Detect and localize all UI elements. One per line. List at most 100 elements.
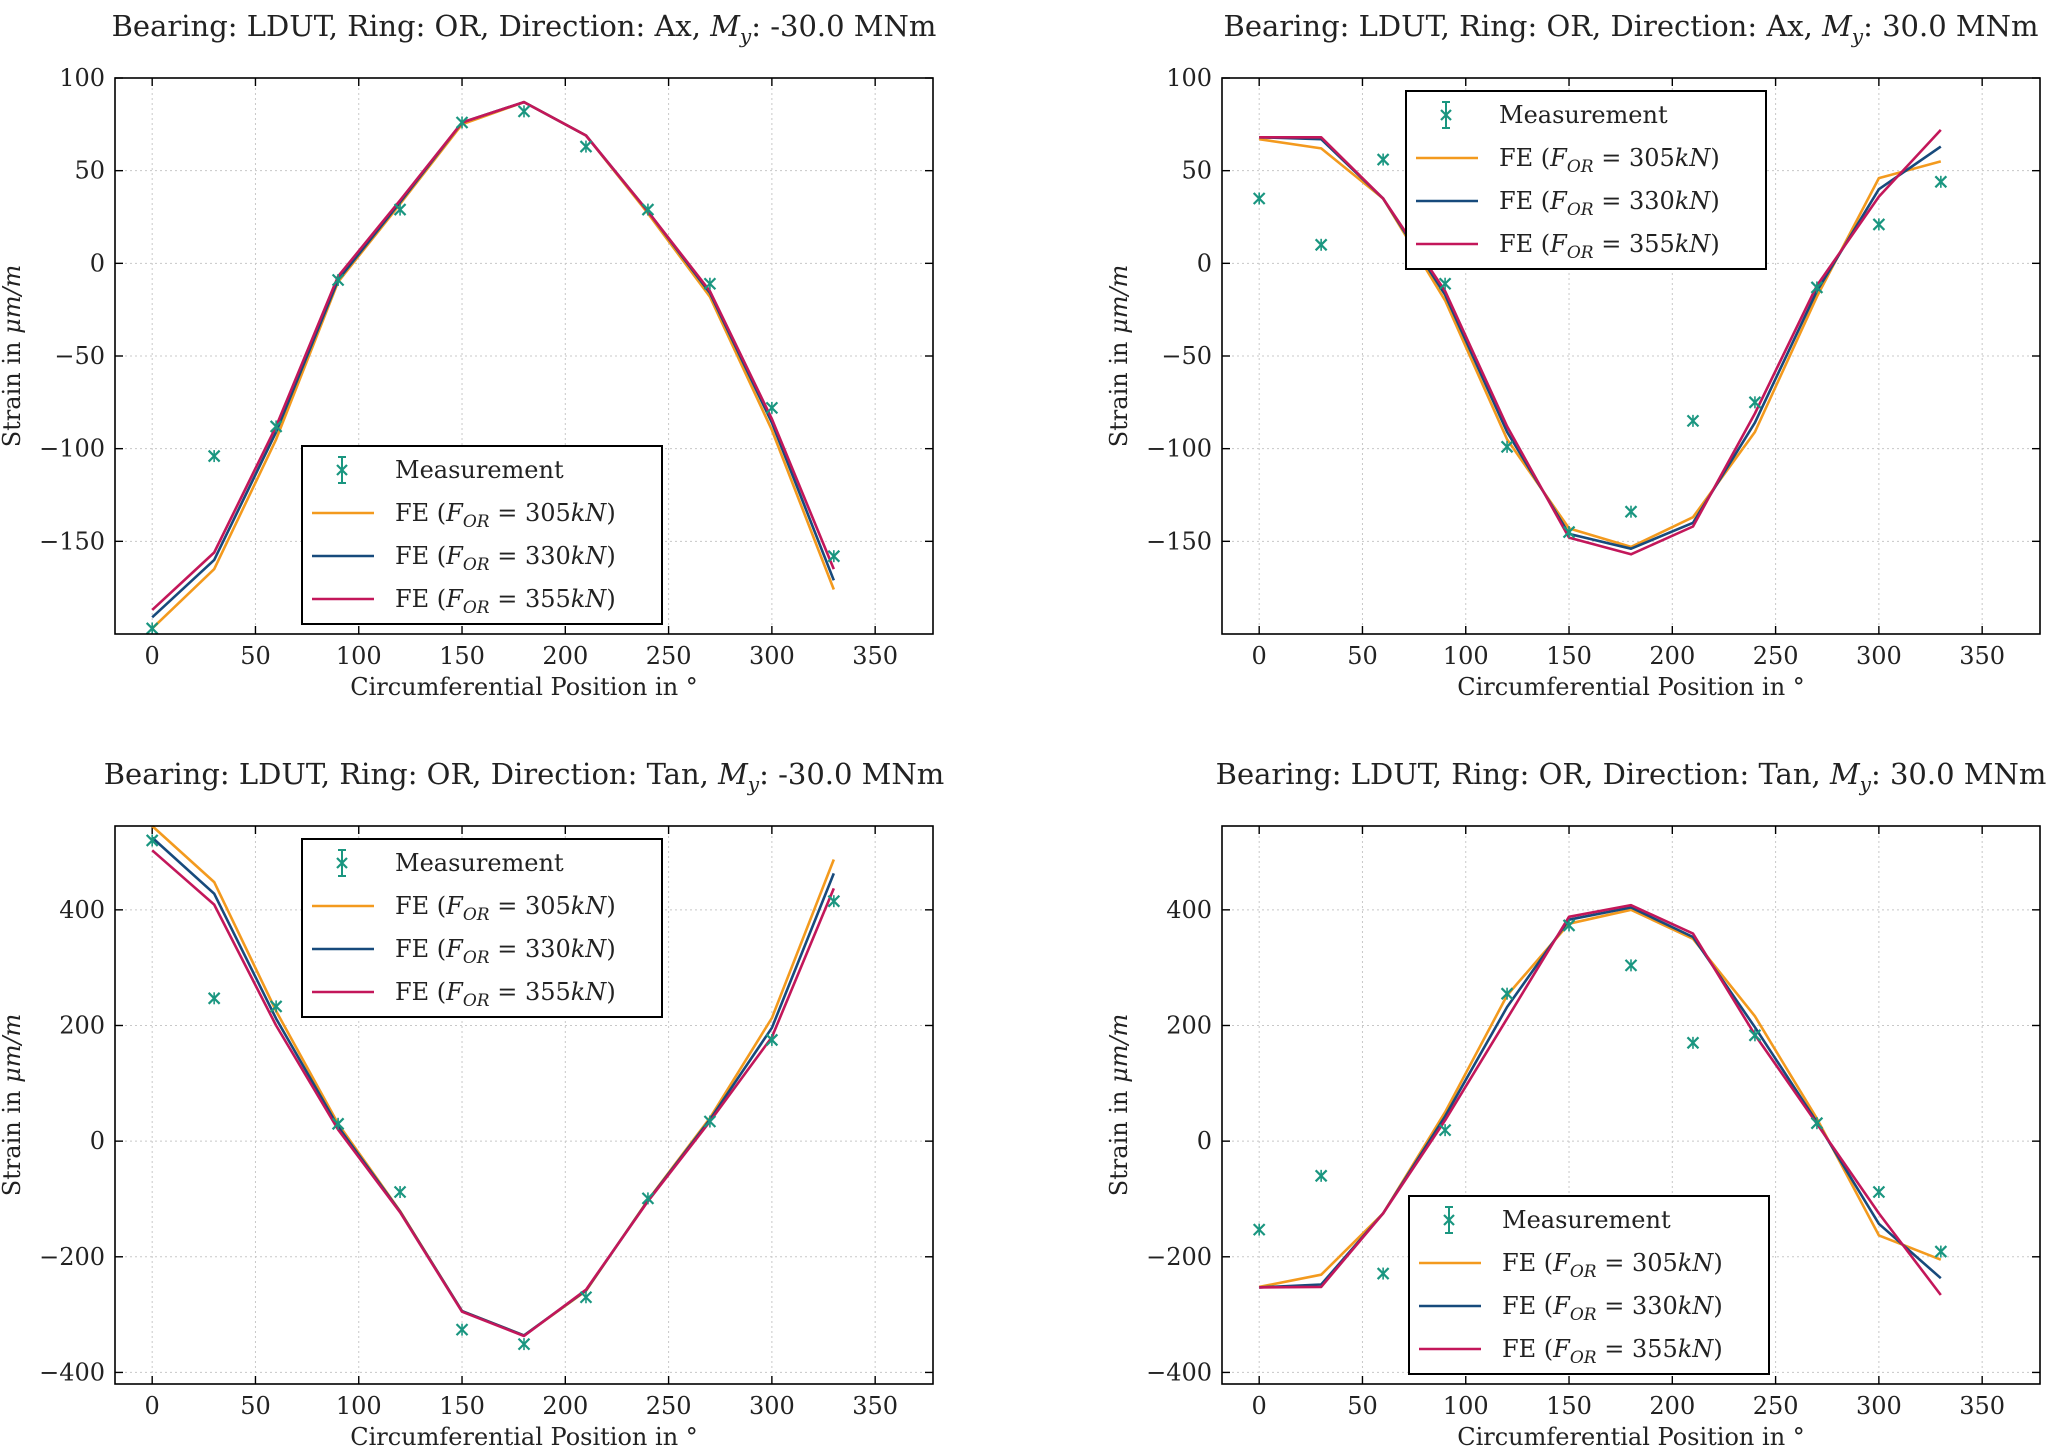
- y-tick-label: 0: [1197, 1127, 1212, 1155]
- x-tick-label: 0: [1252, 1392, 1267, 1420]
- series-line-fe-355: [1259, 129, 1942, 556]
- legend-label-fe-330: FE (FOR = 330kN): [395, 542, 616, 575]
- measurement-point: [641, 1192, 655, 1205]
- x-tick-label: 300: [1856, 1392, 1902, 1420]
- measurement-point: [1562, 525, 1576, 539]
- measurement-point: [1314, 1169, 1328, 1183]
- y-tick-label: 400: [59, 896, 105, 924]
- x-tick-label: 350: [852, 1392, 898, 1420]
- legend-label-fe-355: FE (FOR = 355kN): [395, 978, 616, 1011]
- measurement-point: [827, 894, 841, 908]
- x-tick-label: 250: [646, 642, 692, 670]
- y-tick-label: −200: [39, 1243, 105, 1271]
- measurement-point: [765, 401, 779, 415]
- legend-label-fe-305: FE (FOR = 305kN): [1502, 1249, 1723, 1282]
- x-tick-label: 150: [1546, 1392, 1592, 1420]
- legend-label-measurement: Measurement: [395, 456, 564, 484]
- measurement-point: [1500, 440, 1514, 454]
- chart-panel-2: 0 50 100 150 200 250 300 350 100 50 0 −50 −100 −150 Be…: [1105, 9, 2041, 701]
- chart-panel-3: 0 50 100 150 200 250 300 350 400 200 0 −200 −400 Bear…: [0, 757, 944, 1450]
- measurement-point: [1810, 1116, 1824, 1130]
- series-line-fe-355: [151, 100, 836, 611]
- plot-frame: [1221, 825, 2041, 1385]
- x-tick-label: 50: [240, 1392, 271, 1420]
- x-tick-label: 300: [749, 642, 795, 670]
- x-tick-label: 0: [1252, 642, 1267, 670]
- legend: Measurement FE (FOR = 305kN) FE (FOR = 330…: [301, 445, 663, 625]
- x-tick-label: 200: [1649, 1392, 1695, 1420]
- measurement-point: [1376, 1267, 1390, 1280]
- y-axis-label: Strain in μm/m: [0, 265, 26, 448]
- measurement-point: [1252, 1223, 1266, 1236]
- measurement-point: [1686, 414, 1700, 428]
- measurement-point: [393, 1185, 407, 1199]
- y-tick-label: −400: [1146, 1358, 1212, 1386]
- legend-label-measurement: Measurement: [1502, 1206, 1671, 1234]
- measurement-point: [827, 549, 841, 563]
- legend-label-fe-305: FE (FOR = 305kN): [395, 892, 616, 925]
- measurement-point: [455, 116, 469, 129]
- y-tick-label: 400: [1166, 896, 1212, 924]
- x-tick-label: 100: [1443, 642, 1489, 670]
- y-tick-label: −100: [39, 435, 105, 463]
- x-tick-label: 150: [1546, 642, 1592, 670]
- x-tick-label: 250: [646, 1392, 692, 1420]
- y-tick-label: 100: [59, 64, 105, 92]
- x-axis-label: Circumferential Position in °: [1457, 1423, 1805, 1450]
- x-tick-label: 150: [439, 1392, 485, 1420]
- y-tick-label: −150: [39, 527, 105, 555]
- plot-frame: [114, 825, 934, 1385]
- x-tick-label: 200: [542, 1392, 588, 1420]
- measurement-point: [269, 1000, 283, 1013]
- legend-label-fe-330: FE (FOR = 330kN): [1499, 187, 1720, 220]
- x-axis-label: Circumferential Position in °: [350, 1423, 698, 1450]
- legend: Measurement FE (FOR = 305kN) FE (FOR = 330…: [301, 838, 663, 1018]
- x-tick-label: 50: [1347, 642, 1378, 670]
- measurement-point: [1934, 1245, 1948, 1258]
- legend: Measurement FE (FOR = 305kN) FE (FOR = 330…: [1405, 90, 1767, 270]
- plot-frame: [1221, 77, 2041, 635]
- measurement-point: [1934, 175, 1948, 189]
- measurement-point: [331, 273, 345, 287]
- measurement-point: [145, 834, 159, 847]
- y-tick-label: 200: [1166, 1011, 1212, 1039]
- measurement-point: [1810, 281, 1824, 294]
- chart-title: Bearing: LDUT, Ring: OR, Direction: Tan,…: [104, 757, 945, 796]
- measurement-point: [1624, 959, 1638, 972]
- measurement-point: [1376, 153, 1390, 166]
- measurement-point: [1748, 1029, 1762, 1042]
- measurement-point: [641, 203, 655, 216]
- legend-label-measurement: Measurement: [395, 849, 564, 877]
- y-axis-label: Strain in μm/m: [1105, 1014, 1133, 1197]
- y-tick-label: 200: [59, 1011, 105, 1039]
- legend-box: [1405, 90, 1767, 270]
- measurement-point: [517, 105, 531, 118]
- x-tick-label: 250: [1753, 642, 1799, 670]
- legend-label-fe-305: FE (FOR = 305kN): [395, 499, 616, 532]
- measurement-point: [1748, 396, 1762, 409]
- measurement-point: [765, 1033, 779, 1047]
- x-tick-label: 100: [336, 1392, 382, 1420]
- measurement-point: [1872, 218, 1886, 231]
- y-tick-label: −150: [1146, 527, 1212, 555]
- y-tick-label: −200: [1146, 1243, 1212, 1271]
- x-tick-label: 300: [749, 1392, 795, 1420]
- measurement-point: [269, 420, 283, 433]
- legend-marker-measurement: [336, 849, 348, 877]
- x-tick-label: 350: [1959, 642, 2005, 670]
- y-tick-label: −50: [1161, 342, 1212, 370]
- measurement-point: [145, 622, 159, 635]
- measurement-point: [517, 1337, 531, 1351]
- y-tick-label: 100: [1166, 64, 1212, 92]
- y-tick-label: 0: [1197, 249, 1212, 277]
- x-tick-label: 200: [1649, 642, 1695, 670]
- measurement-point: [1500, 987, 1514, 1000]
- x-tick-label: 350: [852, 642, 898, 670]
- measurement-point: [1438, 1123, 1452, 1137]
- legend-label-fe-355: FE (FOR = 355kN): [1499, 230, 1720, 263]
- measurement-point: [1252, 192, 1266, 205]
- measurement-point: [1562, 919, 1576, 932]
- legend-label-fe-355: FE (FOR = 355kN): [395, 585, 616, 618]
- x-axis-label: Circumferential Position in °: [350, 673, 698, 701]
